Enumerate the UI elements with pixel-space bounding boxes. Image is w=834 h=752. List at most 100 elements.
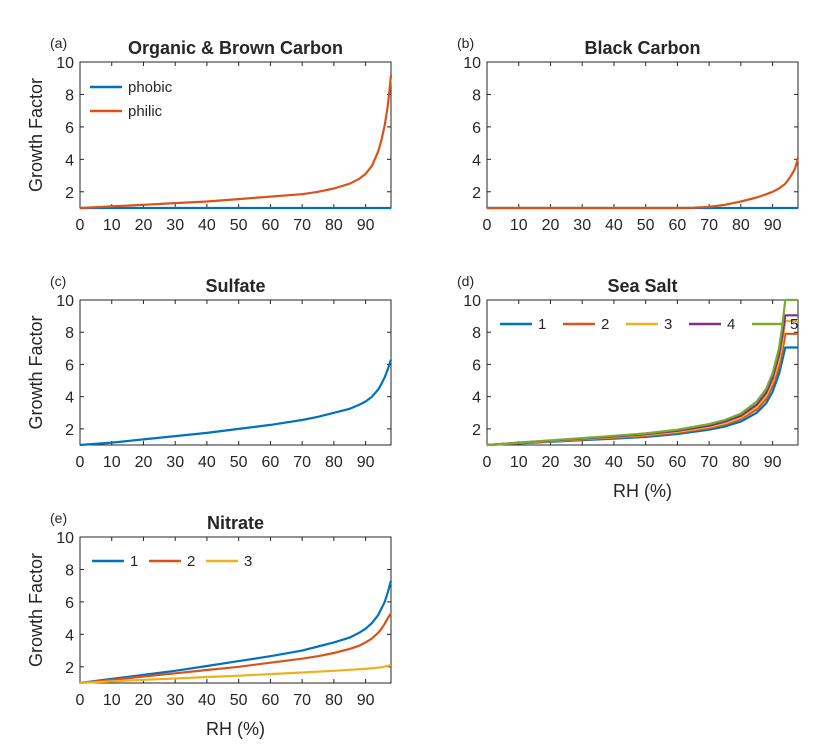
x-tick-label: 0 (76, 454, 85, 471)
x-tick-label: 30 (573, 454, 591, 471)
panel-label: (b) (457, 35, 474, 51)
panel-label: (a) (50, 35, 67, 51)
x-tick-label: 70 (700, 454, 718, 471)
series-line-philic (79, 74, 393, 210)
y-tick-label: 6 (65, 120, 74, 137)
x-tick-label: 80 (325, 217, 343, 234)
legend-label: 3 (244, 553, 252, 570)
y-tick-label: 2 (65, 422, 74, 439)
x-tick-label: 40 (198, 454, 216, 471)
x-tick-label: 20 (542, 454, 560, 471)
plot-area (79, 299, 392, 446)
x-tick-label: 90 (357, 217, 375, 234)
x-tick-label: 10 (103, 454, 121, 471)
y-tick-label: 10 (56, 293, 74, 310)
legend-label: 4 (727, 316, 735, 333)
x-tick-label: 60 (262, 454, 280, 471)
x-tick-label: 70 (293, 454, 311, 471)
legend-label: 1 (538, 316, 546, 333)
x-tick-label: 60 (262, 217, 280, 234)
y-tick-label: 6 (65, 357, 74, 374)
panel-title: Nitrate (207, 513, 264, 533)
x-tick-label: 20 (135, 217, 153, 234)
x-tick-label: 50 (230, 454, 248, 471)
y-tick-label: 4 (65, 152, 74, 169)
legend: 1 2 3 (92, 553, 252, 570)
y-tick-label: 4 (65, 390, 74, 407)
y-tick-label: 2 (65, 660, 74, 677)
x-tick-label: 70 (293, 217, 311, 234)
panel-label: (e) (50, 510, 67, 526)
x-tick-label: 10 (103, 217, 121, 234)
panel-b: 0 10 20 30 40 50 60 70 80 90 2 4 6 8 10 Black Carbon (b) (457, 35, 800, 234)
y-tick-label: 10 (463, 55, 481, 72)
plot-area (79, 536, 392, 684)
x-tick-label: 10 (510, 217, 528, 234)
series-line-1 (486, 346, 798, 447)
legend: phobic philic (90, 79, 173, 120)
x-tick-label: 50 (230, 217, 248, 234)
y-tick-label: 8 (65, 87, 74, 104)
x-tick-label: 80 (732, 454, 750, 471)
x-tick-label: 20 (135, 454, 153, 471)
x-tick-label: 0 (76, 692, 85, 709)
legend-label: 3 (664, 316, 672, 333)
y-tick-label: 2 (65, 185, 74, 202)
y-tick-label: 8 (65, 325, 74, 342)
x-tick-label: 40 (605, 217, 623, 234)
x-tick-label: 30 (166, 692, 184, 709)
x-tick-label: 80 (732, 217, 750, 234)
y-tick-label: 6 (65, 595, 74, 612)
y-axis-label: Growth Factor (26, 315, 46, 429)
y-tick-label: 10 (56, 530, 74, 547)
y-tick-label: 6 (472, 120, 481, 137)
x-tick-label: 0 (483, 454, 492, 471)
x-axis-label: RH (%) (206, 719, 265, 739)
x-tick-label: 20 (135, 692, 153, 709)
x-tick-label: 90 (764, 454, 782, 471)
panel-label: (d) (457, 273, 474, 289)
x-tick-label: 40 (605, 454, 623, 471)
x-tick-label: 10 (103, 692, 121, 709)
x-tick-label: 50 (637, 454, 655, 471)
series-line-1 (79, 580, 393, 685)
x-tick-label: 30 (166, 217, 184, 234)
y-tick-label: 8 (472, 87, 481, 104)
legend-label: philic (128, 103, 163, 120)
x-tick-label: 70 (293, 692, 311, 709)
series-line-4 (486, 314, 798, 447)
x-tick-label: 90 (764, 217, 782, 234)
y-tick-label: 4 (472, 152, 481, 169)
x-tick-label: 30 (166, 454, 184, 471)
panel-d: 0 10 20 30 40 50 60 70 80 90 2 4 6 8 10 Sea Salt (d) RH (… (457, 273, 799, 501)
y-tick-label: 10 (56, 55, 74, 72)
panel-label: (c) (50, 273, 66, 289)
y-axis-label: Growth Factor (26, 78, 46, 192)
panel-title: Black Carbon (584, 38, 700, 58)
panel-e: 0 10 20 30 40 50 60 70 80 90 2 4 6 8 10 Nitrate (e) Growt… (26, 510, 393, 739)
x-tick-label: 60 (669, 217, 687, 234)
x-tick-label: 80 (325, 692, 343, 709)
series-line-3 (486, 319, 798, 447)
y-tick-label: 6 (472, 357, 481, 374)
series-line-1 (79, 359, 393, 447)
plot-area (486, 61, 799, 209)
x-tick-label: 20 (542, 217, 560, 234)
y-tick-label: 4 (472, 390, 481, 407)
series-line-2 (486, 332, 798, 447)
legend-label: 1 (130, 553, 138, 570)
legend: 1 2 3 4 5 (500, 316, 798, 333)
legend-label: phobic (128, 79, 173, 96)
series-line-2 (487, 157, 800, 210)
y-tick-label: 8 (65, 562, 74, 579)
legend-label: 2 (187, 553, 195, 570)
x-tick-label: 90 (357, 692, 375, 709)
series-line-5 (486, 298, 798, 447)
x-tick-label: 10 (510, 454, 528, 471)
series-line-3 (79, 664, 392, 685)
x-tick-label: 90 (357, 454, 375, 471)
x-tick-label: 0 (76, 217, 85, 234)
series-line-2 (79, 612, 392, 685)
x-tick-label: 70 (700, 217, 718, 234)
